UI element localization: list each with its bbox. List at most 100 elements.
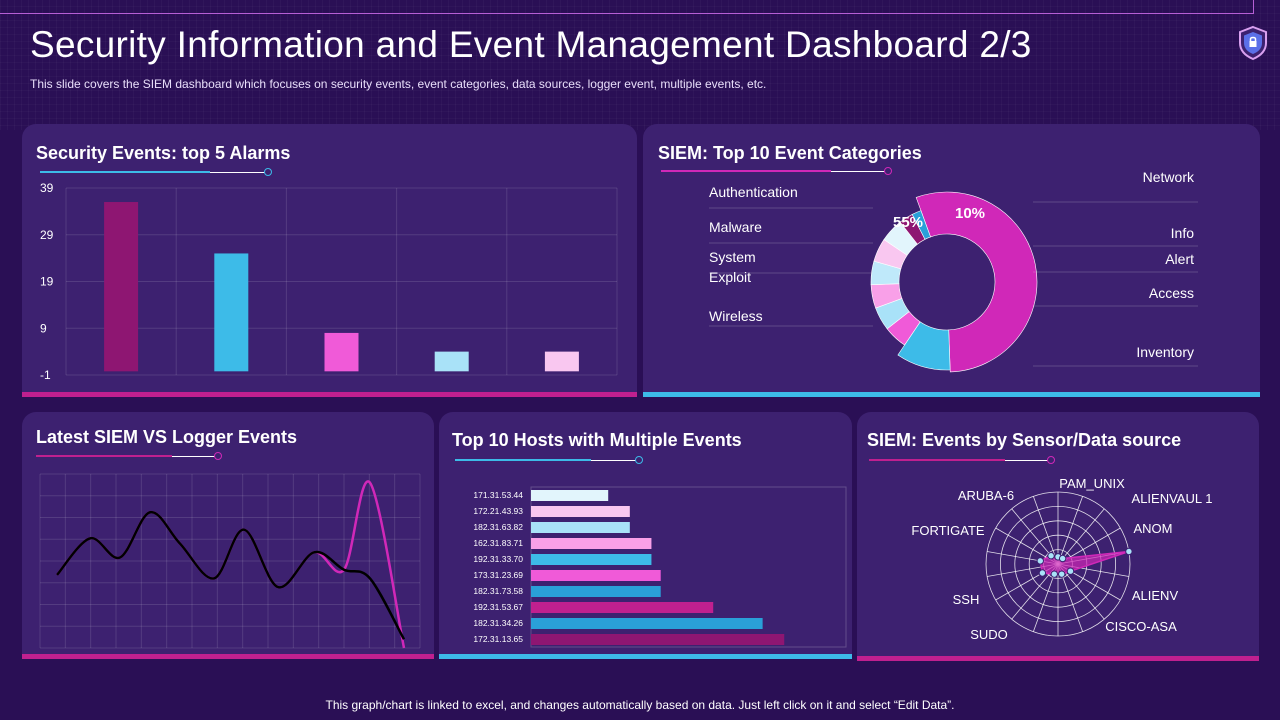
categories-left-label: Malware [709,219,762,235]
hosts-category-label: 162.31.83.71 [473,538,523,548]
sensor-panel-bar [857,656,1259,661]
hosts-category-label: 182.31.34.26 [473,618,523,628]
hosts-bar [531,634,785,645]
sensor-underline-tail [1005,460,1049,461]
sensor-spoke [1057,496,1084,565]
hosts-chart: 171.31.53.44 172.21.43.93 182.31.63.82 162.… [473,486,847,648]
alarms-y-tick: 39 [40,181,54,195]
page-title: Security Information and Event Managemen… [30,24,1032,65]
categories-left-label: System [709,249,756,265]
sensor-axis-label: CISCO-ASA [1105,619,1177,634]
categories-underline-dot [884,167,892,175]
sensor-underline [869,459,1005,461]
hosts-category-label: 172.21.43.93 [473,506,523,516]
categories-panel[interactable]: SIEM: Top 10 Event Categories 55% 10% Auth… [643,124,1260,397]
alarms-bar [214,253,249,372]
categories-slice [897,321,951,371]
categories-underline [661,170,831,172]
sensor-axis-label: ALIENVAUL 1 [1132,491,1213,506]
sensor-axis-label: FORTIGATE [911,523,985,538]
sensor-axis-label: SSH [953,592,980,607]
header-background [0,0,1280,130]
sensor-spoke [1057,508,1105,565]
alarms-underline [40,171,210,173]
categories-slice-label: 10% [955,205,985,222]
header-rule [0,13,1253,14]
alarms-underline-dot [264,168,272,176]
hosts-category-label: 173.31.23.69 [473,570,523,580]
alarms-chart: 39 29 19 9 -1 [40,181,618,382]
hosts-panel-bar [439,654,852,659]
logger-panel-bar [22,654,434,659]
alarms-bar [104,202,139,372]
categories-title: SIEM: Top 10 Event Categories [658,143,922,163]
hosts-underline-dot [635,456,643,464]
alarms-panel[interactable]: Security Events: top 5 Alarms 39 29 19 9 -1 [22,124,637,397]
logger-underline [36,455,172,457]
categories-left-label: Exploit [709,269,751,285]
categories-right-label: Alert [1165,251,1194,267]
alarms-underline-tail [210,172,266,173]
sensor-chart: PAM_UNIX ALIENVAUL 1 ANOM ALIENV CISCO-ASA SU… [911,476,1213,642]
sensor-spoke [1032,496,1059,565]
alarms-y-tick: 9 [40,321,47,335]
categories-panel-bar [643,392,1260,397]
logger-series-line [56,480,406,649]
hosts-bar [531,570,661,581]
sensor-point [1047,552,1055,560]
alarms-panel-bar [22,392,637,397]
sensor-point [1036,557,1044,565]
alarms-bar [434,351,469,372]
sensor-axis-label: PAM_UNIX [1059,476,1125,491]
logger-panel[interactable]: Latest SIEM VS Logger Events [22,412,434,659]
categories-right-label: Network [1143,169,1195,185]
sensor-point [1058,554,1067,563]
sensor-underline-dot [1047,456,1055,464]
sensor-point [1066,567,1075,575]
hosts-plot-frame [530,486,847,648]
alarms-bar [544,351,579,372]
hosts-category-label: 171.31.53.44 [473,490,523,500]
hosts-underline [455,459,591,461]
sensor-point [1038,569,1047,577]
page-subtitle: This slide covers the SIEM dashboard whi… [30,77,767,91]
sensor-axis-label: SUDO [970,627,1008,642]
sensor-point [1057,570,1066,578]
sensor-axis-label: ALIENV [1132,588,1179,603]
header-rule-connector [1253,0,1254,14]
categories-right-label: Access [1149,285,1194,301]
logger-underline-dot [214,452,222,460]
categories-right-label: Info [1171,225,1195,241]
hosts-bar [531,538,652,549]
footer-note: This graph/chart is linked to excel, and… [325,698,955,712]
shield-icon [1239,25,1267,61]
categories-left-label: Authentication [709,184,798,200]
logger-chart [39,473,421,649]
hosts-bar [531,522,630,533]
hosts-bar [531,602,714,613]
sensor-panel[interactable]: SIEM: Events by Sensor/Data source PAM_U… [857,412,1259,661]
hosts-underline-tail [591,460,637,461]
hosts-title: Top 10 Hosts with Multiple Events [452,430,742,450]
categories-chart: 55% 10% Authentication Malware System Exploit… [709,169,1198,373]
hosts-category-label: 192.31.33.70 [473,554,523,564]
hosts-bar [531,554,652,565]
sensor-axis-label: ARUBA-6 [958,488,1014,503]
hosts-panel[interactable]: Top 10 Hosts with Multiple Events 171.31… [439,412,852,659]
hosts-bar [531,506,630,517]
categories-underline-tail [831,171,887,172]
hosts-category-label: 182.31.73.58 [473,586,523,596]
categories-left-label: Wireless [709,308,763,324]
sensor-title: SIEM: Events by Sensor/Data source [867,430,1182,450]
categories-slice [911,210,931,240]
alarms-bar [324,332,359,372]
hosts-category-label: 192.31.53.67 [473,602,523,612]
alarms-y-tick: 29 [40,228,54,242]
hosts-bar [531,618,763,629]
sensor-point [1050,570,1059,578]
alarms-title: Security Events: top 5 Alarms [36,143,291,163]
siem-series-line [56,511,406,640]
sensor-axis-label: ANOM [1134,521,1173,536]
categories-slice-label: 55% [893,214,923,231]
alarms-y-tick: -1 [40,368,51,382]
